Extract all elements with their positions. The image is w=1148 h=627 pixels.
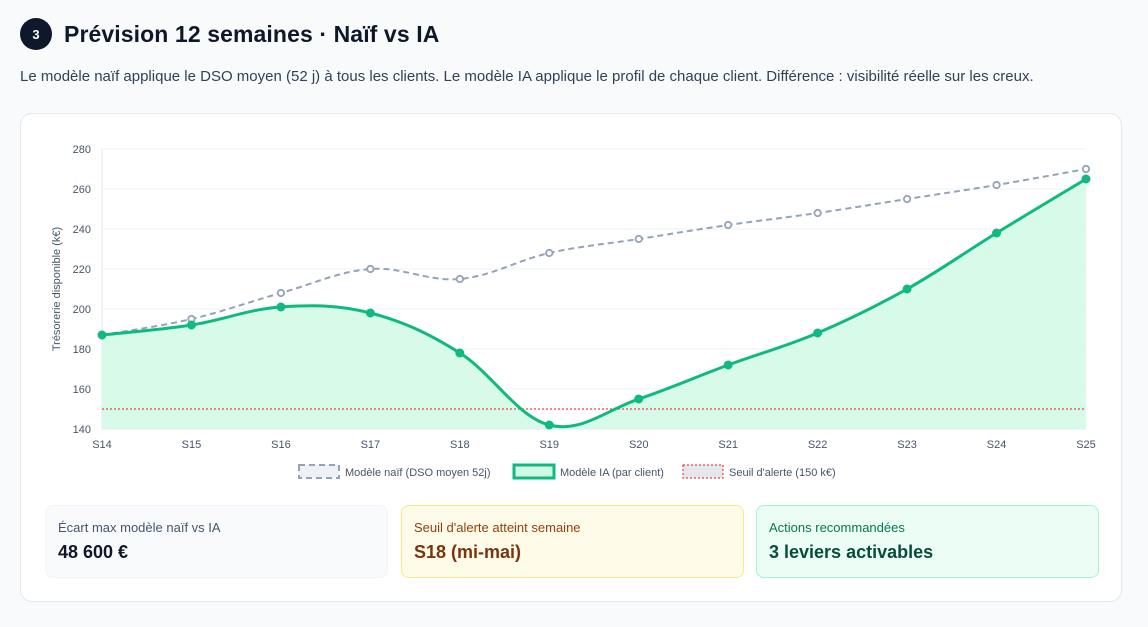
ia-data-point [992,228,1002,238]
step-badge: 3 [20,18,52,50]
forecast-card: 140 160 180 200 220 240 260 280 S14 S15 S16 S17 S18 S… [20,113,1122,602]
y-tick-label: 220 [73,264,91,276]
x-tick-label: S22 [808,439,828,451]
naive-data-point [545,248,554,258]
x-tick-label: S21 [718,439,738,451]
y-axis-label: Trésorerie disponible (k€) [51,227,63,351]
x-tick-label: S19 [539,439,559,451]
forecast-chart: 140 160 180 200 220 240 260 280 S14 S15 S16 S17 S18 S… [51,144,1096,480]
x-tick-label: S23 [897,439,917,451]
ia-area-fill [102,179,1086,429]
stat-label: Seuil d'alerte atteint semaine [414,520,581,535]
x-tick-label: S17 [361,439,381,451]
section-subtitle: Le modèle naïf applique le DSO moyen (52… [20,68,1034,85]
stat-label: Actions recommandées [769,520,905,535]
naive-series-line [101,168,1087,336]
legend-swatch-threshold [682,464,724,479]
naive-data-point [366,264,375,274]
legend-label-naive: Modèle naïf (DSO moyen 52j) [345,467,491,479]
stat-value: 3 leviers activables [769,542,934,562]
legend-swatch-naive [298,464,340,479]
ia-data-point [1081,174,1091,184]
ia-data-point [723,360,733,370]
ia-data-point [97,330,107,340]
legend-swatch-ia [512,463,556,480]
x-tick-label: S15 [182,439,202,451]
stat-card-alert-week: Seuil d'alerte atteint semaine S18 (mi-m… [401,505,744,578]
naive-data-point [276,288,286,298]
x-tick-label: S18 [450,439,470,451]
stat-card-max-gap: Écart max modèle naïf vs IA 48 600 € [45,505,388,578]
x-tick-label: S16 [271,439,291,451]
stat-value: 48 600 € [58,542,129,562]
ia-data-point [455,348,465,358]
chart-legend: Modèle naïf (DSO moyen 52j) Modèle IA (pa… [298,463,836,480]
x-tick-label: S24 [987,439,1007,451]
y-tick-label: 240 [73,224,91,236]
ia-data-point [634,394,644,404]
legend-label-threshold: Seuil d'alerte (150 k€) [729,467,836,479]
naive-data-point [455,274,464,284]
y-tick-label: 260 [73,184,91,196]
section-header: 3 Prévision 12 semaines · Naïf vs IA [20,18,439,50]
y-tick-label: 180 [73,344,91,356]
y-tick-label: 160 [73,384,91,396]
legend-label-ia: Modèle IA (par client) [560,467,664,479]
naive-data-point [1081,164,1091,174]
naive-data-point [813,208,822,218]
stat-card-actions: Actions recommandées 3 leviers activable… [756,505,1099,578]
ia-data-point [544,420,554,430]
naive-data-point [992,180,1001,190]
naive-data-point [724,220,733,230]
x-tick-label: S20 [629,439,649,451]
naive-data-point [902,194,912,204]
x-tick-label: S14 [92,439,112,451]
ia-data-point [276,302,286,312]
y-tick-label: 200 [73,304,91,316]
stat-label: Écart max modèle naïf vs IA [58,520,221,535]
section-title: Prévision 12 semaines · Naïf vs IA [64,20,440,47]
ia-data-point [902,284,912,294]
ia-data-point [813,328,823,338]
naive-data-point [634,234,643,244]
y-tick-label: 140 [73,424,91,436]
ia-data-point [365,308,375,318]
y-tick-label: 280 [73,144,91,156]
x-tick-label: S25 [1076,439,1096,451]
ia-data-point [186,320,196,330]
stat-value: S18 (mi-mai) [414,542,522,562]
